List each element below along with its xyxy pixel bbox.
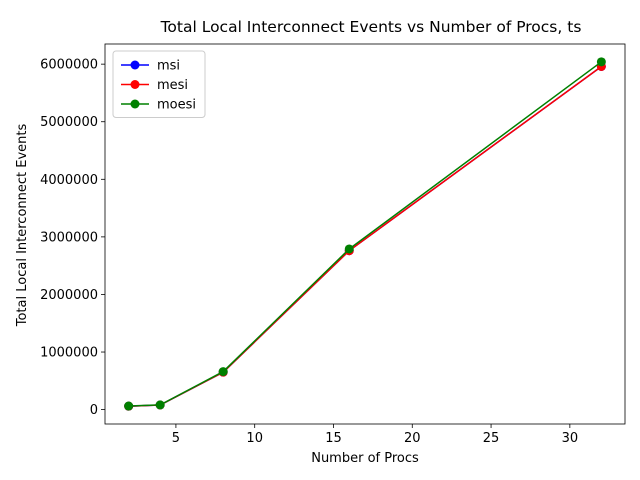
data-point-moesi [155,400,165,410]
x-axis-label: Number of Procs [311,451,419,466]
y-tick-label: 0 [90,403,98,418]
x-tick-label: 10 [246,431,263,446]
data-point-moesi [218,367,228,377]
legend-marker-msi [130,60,140,70]
plot-frame [104,43,626,425]
data-point-moesi [596,57,606,67]
y-axis-label: Total Local Interconnect Events [15,124,30,328]
y-tick-label: 2000000 [40,288,98,303]
x-tick-label: 25 [483,431,500,446]
plot-area: 5 10 15 20 25 30 0 1000000 2000000 3000000 4000000… [40,43,626,446]
legend-label-moesi: moesi [157,98,196,113]
x-tick-label: 15 [325,431,342,446]
y-tick-label: 3000000 [40,230,98,245]
x-tick-label: 20 [404,431,421,446]
y-tick-label: 1000000 [40,346,98,361]
data-point-moesi [344,244,354,254]
x-tick-label: 30 [562,431,579,446]
y-tick-label: 6000000 [40,58,98,73]
y-tick-label: 5000000 [40,115,98,130]
legend-label-mesi: mesi [157,78,188,93]
data-point-moesi [124,401,134,411]
y-tick-label: 4000000 [40,173,98,188]
legend-marker-moesi [130,99,140,109]
legend-marker-mesi [130,80,140,89]
x-tick-label: 5 [172,431,180,446]
legend: msi mesi moesi [112,50,206,118]
chart-title: Total Local Interconnect Events vs Numbe… [160,18,582,36]
legend-label-msi: msi [157,59,180,74]
